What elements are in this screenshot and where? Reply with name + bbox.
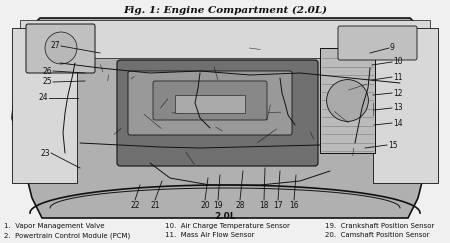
Text: 13: 13: [393, 104, 403, 113]
Bar: [373, 28, 438, 183]
Text: 18: 18: [259, 201, 269, 210]
Text: 15: 15: [388, 140, 398, 149]
Circle shape: [45, 32, 77, 64]
Text: 24: 24: [38, 94, 48, 103]
Text: 12: 12: [393, 88, 402, 97]
FancyBboxPatch shape: [117, 60, 318, 166]
Text: 20.  Camshaft Position Sensor: 20. Camshaft Position Sensor: [325, 232, 429, 238]
Text: 22: 22: [130, 201, 140, 210]
Circle shape: [327, 80, 369, 122]
Text: 16: 16: [289, 201, 299, 210]
FancyBboxPatch shape: [128, 71, 292, 135]
FancyBboxPatch shape: [338, 26, 417, 60]
Text: 10: 10: [393, 58, 403, 67]
Text: 10.  Air Charge Temperature Sensor: 10. Air Charge Temperature Sensor: [165, 223, 290, 229]
Text: 9: 9: [390, 43, 395, 52]
Text: 19: 19: [213, 201, 223, 210]
Text: Fig. 1: Engine Compartment (2.0L): Fig. 1: Engine Compartment (2.0L): [123, 6, 327, 15]
Text: 2.  Powertrain Control Module (PCM): 2. Powertrain Control Module (PCM): [4, 232, 130, 238]
Text: 11: 11: [393, 72, 402, 81]
Text: 26: 26: [42, 67, 52, 76]
Text: 19.  Crankshaft Position Sensor: 19. Crankshaft Position Sensor: [325, 223, 434, 229]
Text: 21: 21: [150, 201, 160, 210]
Text: 14: 14: [393, 119, 403, 128]
FancyBboxPatch shape: [153, 81, 267, 120]
Text: 28: 28: [235, 201, 245, 210]
Text: 23: 23: [40, 148, 50, 157]
Text: 20: 20: [200, 201, 210, 210]
Bar: [12, 28, 77, 183]
Bar: [175, 95, 245, 113]
Bar: [320, 48, 375, 153]
PathPatch shape: [20, 20, 430, 58]
Text: 11.  Mass Air Flow Sensor: 11. Mass Air Flow Sensor: [165, 232, 255, 238]
FancyBboxPatch shape: [26, 24, 95, 73]
PathPatch shape: [12, 18, 438, 218]
Text: 27: 27: [50, 42, 60, 51]
Text: 1.  Vapor Management Valve: 1. Vapor Management Valve: [4, 223, 104, 229]
Text: 25: 25: [42, 78, 52, 87]
Text: 2.0L: 2.0L: [214, 212, 236, 221]
Text: 17: 17: [273, 201, 283, 210]
